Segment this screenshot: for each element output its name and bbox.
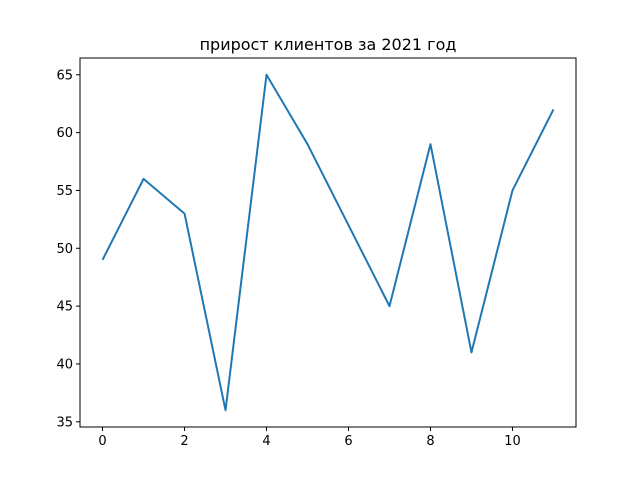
series-layer <box>101 73 555 412</box>
series-line <box>101 73 555 412</box>
x-tick-label: 10 <box>504 434 521 449</box>
x-tick-label: 6 <box>344 434 352 449</box>
chart-title: прирост клиентов за 2021 год <box>200 35 457 54</box>
x-tick-label: 0 <box>98 434 106 449</box>
y-axis: 35 40 45 50 55 60 65 <box>56 68 80 430</box>
y-tick-label: 55 <box>56 184 73 199</box>
y-tick-label: 60 <box>56 126 73 141</box>
plot-area-frame <box>79 57 577 428</box>
x-tick-label: 8 <box>426 434 434 449</box>
y-tick-label: 40 <box>56 357 73 372</box>
x-tick-label: 2 <box>180 434 188 449</box>
y-tick-label: 65 <box>56 68 73 83</box>
y-tick-label: 45 <box>56 300 73 315</box>
x-axis: 0 2 4 6 8 10 <box>98 427 521 449</box>
y-tick-label: 50 <box>56 242 73 257</box>
x-tick-label: 4 <box>262 434 270 449</box>
y-tick-label: 35 <box>56 415 73 430</box>
